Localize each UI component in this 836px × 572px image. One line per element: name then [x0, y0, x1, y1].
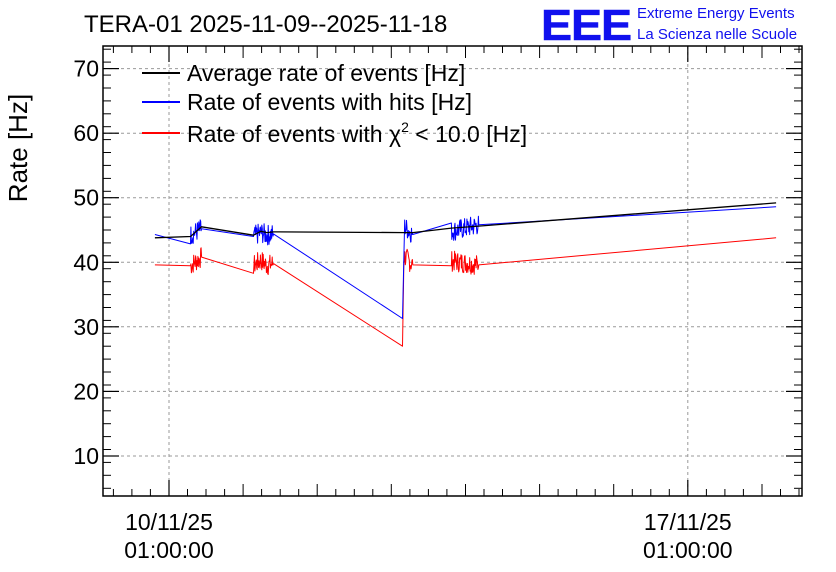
logo-line-2: La Scienza nelle Scuole — [637, 26, 797, 43]
y-tick-label: 30 — [73, 314, 99, 340]
eee-logo: EEE Extreme Energy Events La Scienza nel… — [541, 1, 797, 51]
x-tick-label-time: 01:00:00 — [643, 537, 733, 563]
x-tick-label-time: 01:00:00 — [124, 537, 214, 563]
chart-title: TERA-01 2025-11-09--2025-11-18 — [84, 11, 447, 38]
y-tick-label: 70 — [73, 56, 99, 82]
y-tick-label: 40 — [73, 249, 99, 275]
x-tick-label-date: 17/11/25 — [644, 509, 732, 535]
legend-label-average: Average rate of events [Hz] — [187, 60, 465, 86]
logo-line-1: Extreme Energy Events — [637, 5, 795, 22]
x-tick-label-date: 10/11/25 — [125, 509, 213, 535]
legend: Average rate of events [Hz] Rate of even… — [142, 60, 527, 147]
series-layer — [154, 202, 777, 347]
series-line-0 — [154, 202, 777, 239]
legend-label-hits: Rate of events with hits [Hz] — [187, 89, 472, 115]
y-tick-label: 10 — [73, 443, 99, 469]
plot-frame — [102, 45, 803, 497]
series-line-1 — [154, 206, 777, 319]
logo-mark: EEE — [541, 1, 631, 50]
y-axis-label: Rate [Hz] — [3, 94, 33, 202]
y-tick-label: 50 — [73, 185, 99, 211]
y-tick-label: 20 — [73, 378, 99, 404]
axis-ticks: 1020304050607010/11/2501:00:0017/11/2501… — [73, 46, 802, 563]
y-tick-label: 60 — [73, 120, 99, 146]
legend-label-chi2: Rate of events with χ2 < 10.0 [Hz] — [187, 119, 527, 147]
series-line-2 — [154, 237, 777, 347]
